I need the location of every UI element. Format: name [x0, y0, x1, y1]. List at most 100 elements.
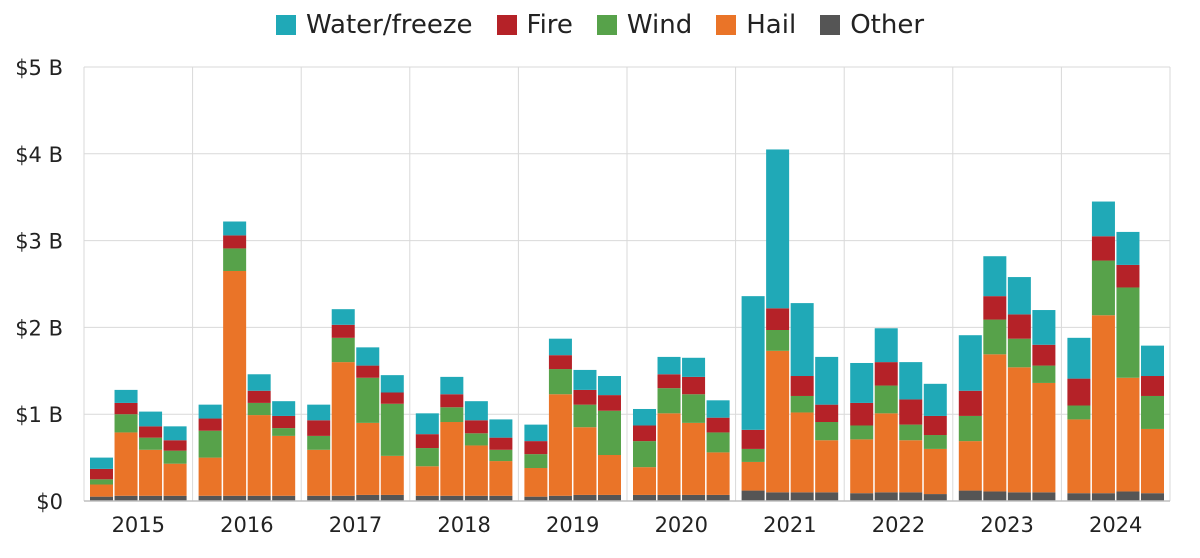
bar-wind-2018-q1 — [415, 448, 439, 467]
bar-other-2019-q4 — [597, 494, 621, 501]
x-tick-label: 2022 — [872, 513, 925, 537]
bar-hail-2021-q2 — [766, 350, 790, 493]
bar-other-2015-q1 — [90, 496, 114, 501]
bar-wind-2016-q2 — [223, 248, 247, 271]
x-tick-label: 2015 — [112, 513, 165, 537]
bar-fire-2015-q3 — [139, 426, 163, 438]
legend: Water/freeze Fire Wind Hail Other — [0, 10, 1200, 40]
bar-hail-2022-q4 — [923, 448, 947, 495]
bar-other-2019-q2 — [548, 495, 572, 501]
bar-water-freeze-2019-q3 — [573, 369, 597, 390]
bar-wind-2016-q3 — [247, 402, 271, 416]
bar-other-2016-q2 — [223, 495, 247, 501]
bar-fire-2022-q2 — [874, 362, 898, 386]
bar-other-2022-q1 — [850, 493, 874, 501]
bar-fire-2016-q3 — [247, 390, 271, 403]
bar-other-2016-q3 — [247, 495, 271, 501]
bar-water-freeze-2022-q2 — [874, 328, 898, 363]
bar-fire-2022-q3 — [899, 399, 923, 425]
bar-wind-2023-q3 — [1007, 338, 1031, 368]
x-tick-label: 2020 — [655, 513, 708, 537]
bar-water-freeze-2024-q2 — [1091, 201, 1115, 237]
legend-label: Wind — [626, 10, 693, 40]
bar-hail-2016-q1 — [198, 457, 222, 496]
legend-swatch — [596, 15, 617, 35]
bar-fire-2016-q1 — [198, 418, 222, 431]
bar-fire-2021-q2 — [766, 308, 790, 330]
bar-hail-2015-q1 — [90, 484, 114, 497]
bar-wind-2022-q4 — [923, 435, 947, 449]
legend-item-fire: Fire — [496, 10, 573, 40]
bar-other-2018-q4 — [489, 495, 513, 501]
bar-other-2017-q3 — [356, 494, 380, 501]
bar-other-2015-q3 — [139, 495, 163, 501]
bar-wind-2018-q3 — [464, 433, 488, 446]
bar-fire-2019-q3 — [573, 389, 597, 405]
x-tick-label: 2018 — [437, 513, 490, 537]
bar-water-freeze-2019-q2 — [548, 338, 572, 356]
bar-fire-2019-q1 — [524, 441, 548, 455]
x-tick-label: 2021 — [763, 513, 816, 537]
bar-water-freeze-2016-q4 — [272, 401, 296, 416]
bar-wind-2023-q4 — [1032, 365, 1056, 383]
bar-water-freeze-2016-q1 — [198, 404, 222, 419]
bar-other-2022-q2 — [874, 492, 898, 501]
bar-other-2020-q1 — [633, 494, 657, 501]
bar-wind-2022-q3 — [899, 424, 923, 441]
bar-water-freeze-2015-q1 — [90, 457, 114, 469]
bar-fire-2022-q4 — [923, 415, 947, 436]
bar-wind-2019-q2 — [548, 369, 572, 395]
bar-other-2020-q3 — [682, 494, 706, 501]
bar-other-2021-q1 — [741, 490, 765, 501]
bar-fire-2015-q2 — [114, 402, 138, 415]
bar-wind-2017-q1 — [307, 435, 331, 450]
bar-other-2016-q1 — [198, 495, 222, 501]
bar-other-2021-q3 — [790, 492, 814, 501]
x-tick-label: 2016 — [220, 513, 273, 537]
bar-fire-2024-q3 — [1116, 264, 1140, 288]
bar-water-freeze-2023-q2 — [983, 256, 1007, 297]
bar-fire-2020-q4 — [706, 417, 730, 433]
bar-other-2024-q2 — [1091, 493, 1115, 501]
bar-water-freeze-2019-q1 — [524, 424, 548, 442]
bar-hail-2019-q2 — [548, 394, 572, 496]
bar-water-freeze-2022-q3 — [899, 362, 923, 400]
bar-other-2023-q2 — [983, 491, 1007, 501]
bar-water-freeze-2022-q1 — [850, 362, 874, 403]
legend-item-wind: Wind — [596, 10, 693, 40]
bar-other-2019-q1 — [524, 496, 548, 501]
bar-hail-2021-q4 — [815, 440, 839, 493]
bar-water-freeze-2015-q4 — [163, 426, 187, 441]
bar-fire-2021-q3 — [790, 376, 814, 396]
bar-fire-2017-q3 — [356, 365, 380, 378]
bar-wind-2015-q3 — [139, 437, 163, 450]
bar-wind-2019-q3 — [573, 404, 597, 428]
legend-label: Water/freeze — [305, 10, 473, 40]
legend-label: Hail — [746, 10, 797, 40]
bar-hail-2015-q4 — [163, 463, 187, 496]
bar-hail-2018-q2 — [440, 422, 464, 496]
bar-fire-2017-q1 — [307, 420, 331, 436]
bar-water-freeze-2020-q2 — [657, 356, 681, 375]
bar-hail-2017-q4 — [380, 455, 404, 495]
bar-other-2024-q1 — [1067, 493, 1091, 501]
legend-label: Other — [850, 10, 925, 40]
bar-water-freeze-2021-q3 — [790, 303, 814, 377]
bar-hail-2019-q1 — [524, 468, 548, 497]
bar-other-2024-q4 — [1140, 493, 1164, 501]
bar-other-2018-q2 — [440, 495, 464, 501]
bar-other-2015-q2 — [114, 495, 138, 501]
bar-wind-2023-q2 — [983, 319, 1007, 355]
legend-swatch — [820, 15, 841, 35]
bar-wind-2024-q3 — [1116, 287, 1140, 378]
bar-fire-2016-q2 — [223, 235, 247, 249]
bar-water-freeze-2018-q4 — [489, 419, 513, 438]
bar-other-2023-q1 — [958, 490, 982, 501]
bar-wind-2024-q1 — [1067, 405, 1091, 420]
bar-other-2022-q4 — [923, 494, 947, 501]
bar-wind-2019-q1 — [524, 454, 548, 469]
legend-item-water-freeze: Water/freeze — [275, 10, 473, 40]
bar-other-2020-q2 — [657, 494, 681, 501]
bar-fire-2021-q4 — [815, 404, 839, 423]
